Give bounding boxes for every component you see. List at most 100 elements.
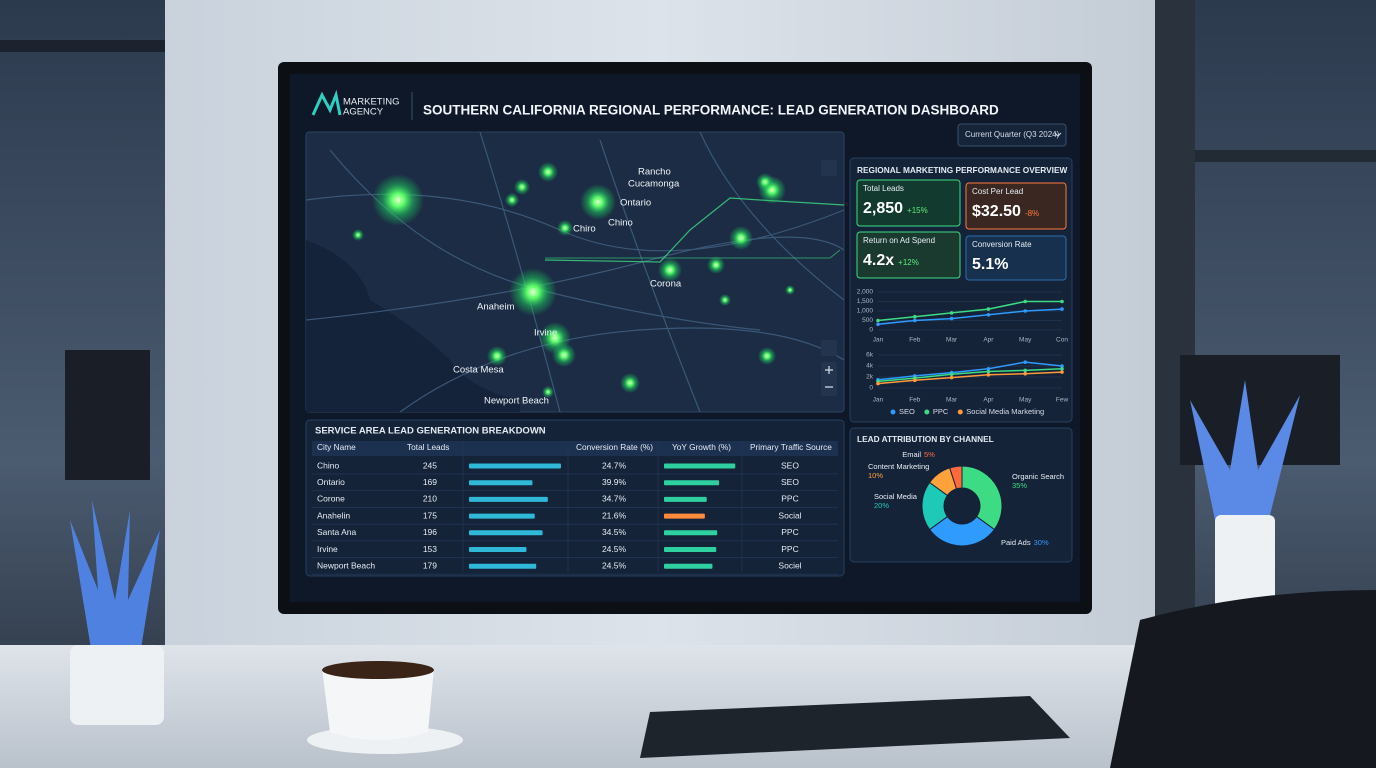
city-name: Newport Beach: [317, 560, 375, 570]
leads-bar: [469, 547, 527, 552]
leads-bar: [469, 463, 561, 469]
line-point: [949, 372, 954, 377]
plant-pot: [70, 645, 164, 725]
column-header: YoY Growth (%): [672, 442, 731, 452]
line-point: [986, 366, 991, 371]
map-road: [479, 131, 561, 413]
period-dropdown[interactable]: [957, 123, 1067, 147]
line-point: [986, 307, 991, 311]
map-hotspot: [372, 174, 424, 226]
map-hotspot: [505, 193, 519, 207]
map-hotspot: [580, 184, 616, 220]
map-hotspot: [658, 258, 682, 282]
cup: [322, 668, 434, 740]
map-hotspot: [487, 346, 507, 366]
logo-text: AGENCY: [343, 107, 384, 118]
traffic-source: PPC: [781, 527, 798, 537]
donut-segment: [961, 465, 1003, 531]
traffic-source: SEO: [781, 477, 799, 487]
line-point: [986, 373, 991, 377]
leads-bar: [469, 513, 535, 519]
y-tick-label: 4k: [866, 363, 874, 370]
map-road: [305, 236, 845, 321]
legend-swatch: [924, 409, 930, 415]
window-frame: [1195, 150, 1376, 162]
legend-label: PPC: [933, 407, 949, 416]
city-name: Corone: [317, 494, 345, 504]
line-series: [877, 308, 1063, 326]
map-label: Costa Mesa: [453, 365, 504, 376]
donut-panel: [849, 427, 1073, 563]
donut-value: 30%: [1034, 538, 1049, 547]
donut-value: 20%: [874, 501, 889, 510]
y-tick-label: 6k: [866, 352, 874, 359]
x-tick-label: May: [1019, 337, 1032, 344]
donut-label: Content Marketing: [868, 462, 929, 471]
x-tick-label: Mar: [946, 397, 958, 404]
line-point: [1060, 370, 1064, 374]
leads-value: 210: [423, 494, 437, 504]
traffic-source: PPC: [781, 494, 798, 504]
kpi-change: +12%: [898, 258, 919, 267]
map-hotspot: [352, 229, 364, 241]
leads-bar: [469, 480, 533, 486]
map-control[interactable]: [821, 160, 837, 176]
yoy-bar: [664, 547, 717, 552]
line-point: [1060, 299, 1064, 304]
plant-pot: [1215, 515, 1275, 610]
panel-title: SERVICE AREA LEAD GENERATION BREAKDOWN: [315, 426, 546, 437]
map-label: Cucamonga: [628, 179, 680, 190]
leads-bar: [469, 563, 537, 569]
y-tick-label: 0: [869, 385, 873, 392]
table-panel: [305, 419, 845, 577]
donut-label: Social Media: [874, 492, 918, 501]
line-series: [877, 371, 1063, 385]
leads-value: 196: [423, 527, 437, 537]
map-control[interactable]: [821, 340, 837, 356]
conversion-value: 24.5%: [602, 560, 627, 570]
y-tick-label: 2,000: [857, 289, 874, 296]
line-point: [876, 318, 880, 323]
kpi-value: 4.2x: [863, 252, 894, 269]
donut-value: 35%: [1012, 481, 1027, 490]
kpi-value: $32.50: [972, 203, 1021, 220]
column-header: Total Leads: [407, 442, 449, 452]
map-hotspot: [557, 220, 573, 236]
window-frame: [1155, 0, 1195, 660]
kpi-label: Cost Per Lead: [972, 187, 1023, 196]
x-tick-label: Apr: [983, 397, 994, 404]
coffee: [322, 661, 434, 679]
city-name: Ontario: [317, 477, 345, 487]
map-label: Irvine: [534, 328, 557, 339]
legend-swatch: [890, 409, 896, 415]
donut-value: 5%: [924, 450, 935, 459]
line-point: [876, 322, 880, 327]
donut-value: 10%: [868, 471, 883, 480]
kpi-value: 5.1%: [972, 256, 1008, 273]
line-point: [913, 314, 917, 319]
conversion-value: 21.6%: [602, 510, 627, 520]
map-road: [399, 327, 845, 413]
kpi-card: [965, 235, 1067, 281]
x-tick-label: Feb: [909, 397, 921, 404]
kpi-card: [965, 182, 1067, 230]
city-name: Chino: [317, 460, 339, 470]
line-point: [1023, 299, 1027, 304]
logo-text: MARKETING: [343, 97, 399, 108]
x-tick-label: Jan: [873, 397, 884, 404]
line-point: [1060, 364, 1064, 368]
window-frame: [0, 40, 165, 52]
line-point: [949, 375, 954, 380]
map-hotspot: [756, 173, 774, 191]
line-series: [877, 300, 1062, 322]
x-tick-label: Jan: [873, 337, 884, 344]
map-hotspot: [719, 294, 731, 306]
line-point: [1060, 307, 1064, 311]
donut-label: Organic Search: [1012, 472, 1064, 481]
map-hotspot: [785, 285, 795, 295]
line-point: [1060, 366, 1064, 371]
map-hotspot: [729, 226, 753, 250]
traffic-source: Sociel: [778, 560, 801, 570]
line-point: [1023, 360, 1027, 364]
zoom-icon: [825, 366, 833, 388]
